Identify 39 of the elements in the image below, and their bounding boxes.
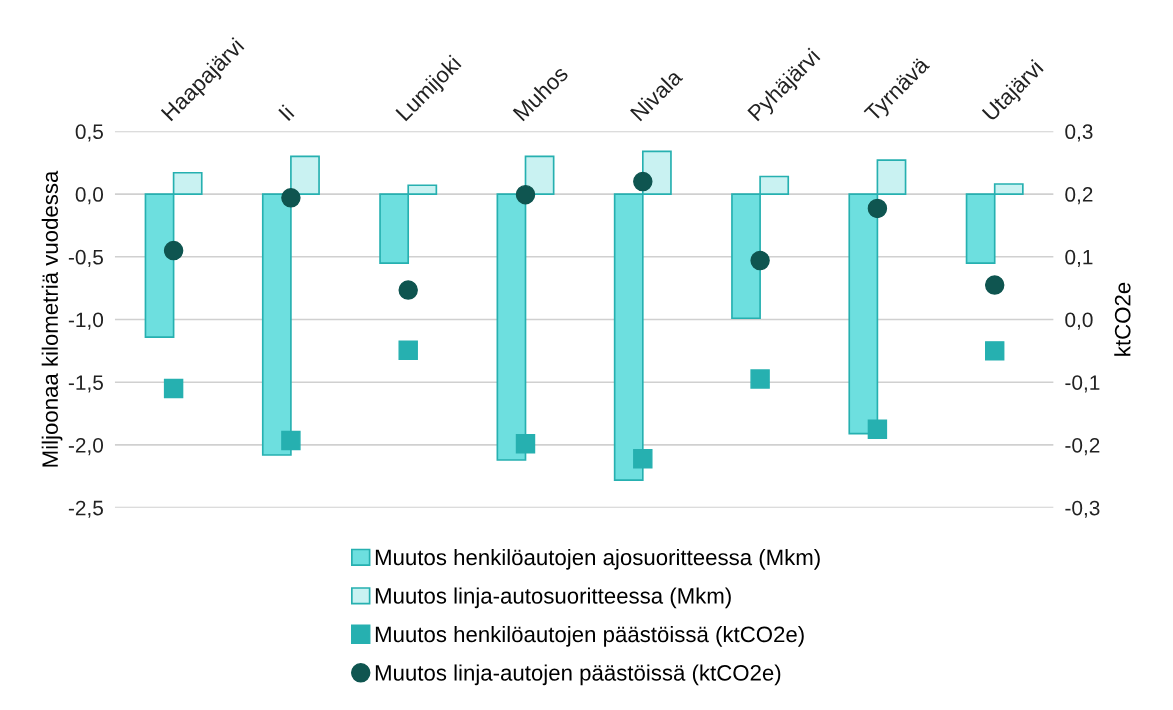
bar xyxy=(290,155,320,195)
legend-label: Muutos linja-autosuoritteessa (Mkm) xyxy=(375,587,731,609)
point xyxy=(633,449,653,469)
y-tick-label: -0,5 xyxy=(68,249,103,267)
legend-label: Muutos henkilöautojen päästöissä (ktCO2e) xyxy=(375,625,804,647)
point xyxy=(163,240,184,261)
y-tick-label: -1,5 xyxy=(68,375,103,393)
point xyxy=(867,198,888,219)
y-tick-label: -2,0 xyxy=(68,437,104,456)
point xyxy=(163,378,184,399)
y-tick-label: -1,0 xyxy=(68,312,104,330)
point xyxy=(398,280,418,300)
point xyxy=(750,369,770,389)
legend-label: Muutos linja-autojen päästöissä (ktCO2e) xyxy=(375,664,781,686)
y2-tick-label: -0,2 xyxy=(1065,437,1100,456)
legend-label: Muutos henkilöautojen ajosuoritteessa (Mkm) xyxy=(375,548,820,570)
point xyxy=(750,250,770,271)
y-tick-label: -2,5 xyxy=(68,500,103,518)
y-axis-title: Miljoonaa kilometriä vuodessa xyxy=(41,170,63,467)
point xyxy=(281,430,301,451)
y2-tick-label: -0,1 xyxy=(1065,375,1100,393)
point xyxy=(984,275,1005,295)
x-tick-label: Ii xyxy=(277,104,295,122)
bar xyxy=(524,155,555,195)
point xyxy=(515,433,536,454)
y2-tick-label: -0,3 xyxy=(1065,500,1100,518)
point xyxy=(398,340,418,360)
y2-axis-title: ktCO2e xyxy=(1114,282,1131,356)
point xyxy=(984,341,1005,361)
y-tick-label: 0,0 xyxy=(75,187,104,205)
y-tick-label: 0,5 xyxy=(75,124,103,142)
y2-tick-label: 0,2 xyxy=(1065,187,1093,205)
point xyxy=(281,188,301,208)
point xyxy=(515,184,536,205)
y2-tick-label: 0,3 xyxy=(1065,124,1093,142)
point xyxy=(633,171,653,192)
y2-tick-label: 0,1 xyxy=(1065,249,1093,267)
point xyxy=(867,419,888,439)
y2-tick-label: 0,0 xyxy=(1065,312,1093,330)
